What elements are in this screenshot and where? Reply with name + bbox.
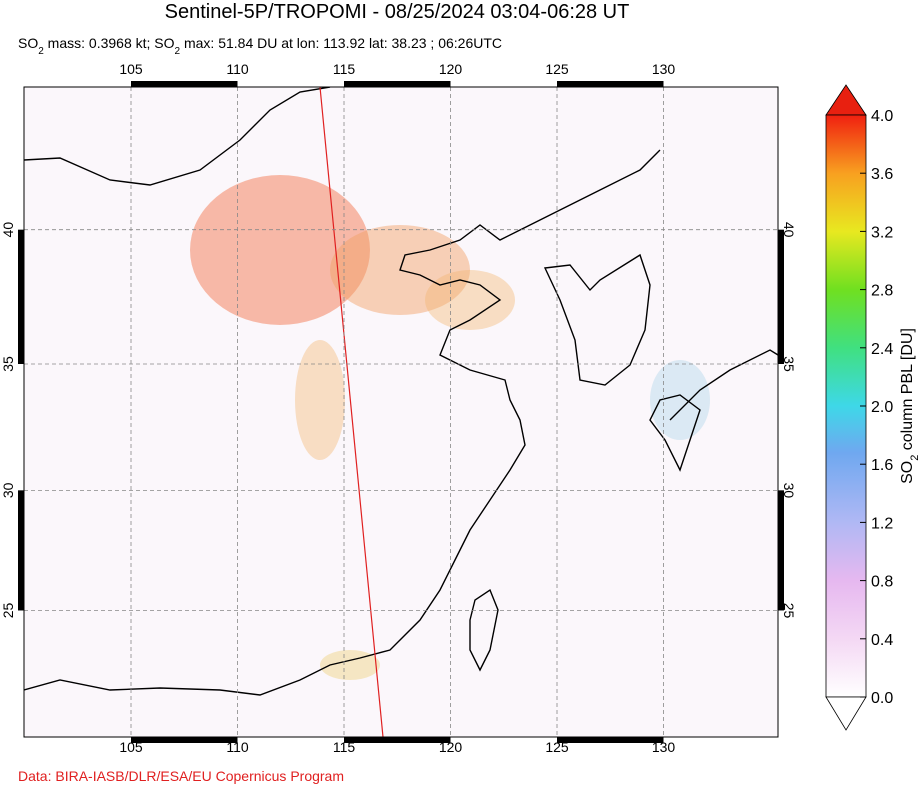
lon-label-top: 130 — [652, 61, 676, 77]
lon-label-bottom: 110 — [226, 739, 249, 755]
lat-label-right: 25 — [781, 603, 797, 619]
map — [24, 87, 778, 737]
colorbar-max-arrow — [825, 84, 867, 116]
text-run: mass: 0.3968 kt; SO — [44, 35, 175, 51]
lat-label-right: 35 — [781, 356, 797, 372]
colorbar-tick-label: 2.8 — [871, 283, 893, 300]
text-run: SO — [899, 461, 916, 484]
frame-bar — [18, 229, 24, 364]
lon-label-bottom: 130 — [652, 739, 676, 755]
frame-bar — [557, 81, 664, 87]
colorbar-label: SO2 column PBL [DU] — [899, 328, 921, 484]
frame-bar — [778, 490, 784, 611]
subscript: 2 — [175, 46, 181, 57]
lon-label-top: 120 — [439, 61, 463, 77]
lat-label-left: 35 — [0, 356, 16, 372]
coastlines — [24, 87, 778, 696]
subscript: 2 — [38, 46, 44, 57]
colorbar-tick-label: 1.6 — [871, 457, 893, 474]
frame-bar — [131, 737, 238, 743]
colorbar-tick-label: 1.2 — [871, 515, 893, 532]
text-run: max: 51.84 DU at lon: 113.92 lat: 38.23 … — [180, 35, 502, 51]
frame-bar — [778, 229, 784, 364]
subscript: 2 — [909, 455, 921, 461]
lon-label-top: 125 — [545, 61, 569, 77]
text-run: SO — [18, 35, 38, 51]
subtitle: SO2 mass: 0.3968 kt; SO2 max: 51.84 DU a… — [18, 35, 502, 57]
lon-label-top: 105 — [119, 61, 143, 77]
text-run: column PBL [DU] — [899, 328, 916, 455]
colorbar-tick-label: 2.4 — [871, 341, 893, 358]
frame-bar — [557, 737, 664, 743]
frame-bar — [18, 490, 24, 611]
lat-label-right: 40 — [781, 222, 797, 238]
colorbar-tick-label: 3.2 — [871, 224, 893, 241]
colorbar-tick-label: 0.4 — [871, 632, 893, 649]
map-background — [24, 87, 778, 737]
lon-label-top: 110 — [226, 61, 249, 77]
colorbar-tick-label: 4.0 — [871, 108, 893, 125]
lat-label-left: 25 — [0, 602, 16, 618]
orbit-edge — [319, 87, 384, 737]
colorbar-tick-label: 0.8 — [871, 574, 893, 591]
colorbar-tick-label: 3.6 — [871, 166, 893, 183]
lon-label-bottom: 120 — [439, 739, 463, 755]
colorbar — [825, 114, 867, 698]
credit: Data: BIRA-IASB/DLR/ESA/EU Copernicus Pr… — [18, 768, 344, 784]
frame-bar — [344, 737, 451, 743]
title: Sentinel-5P/TROPOMI - 08/25/2024 03:04-0… — [165, 1, 630, 23]
colorbar-tick-label: 0.0 — [871, 690, 893, 707]
lat-label-left: 30 — [0, 482, 16, 498]
lat-label-left: 40 — [0, 222, 16, 238]
frame-bar — [344, 81, 451, 87]
lat-label-right: 30 — [781, 483, 797, 499]
frame-bar — [131, 81, 238, 87]
colorbar-min-arrow — [825, 696, 867, 731]
lon-label-top: 115 — [333, 61, 356, 77]
colorbar-tick-label: 2.0 — [871, 399, 893, 416]
